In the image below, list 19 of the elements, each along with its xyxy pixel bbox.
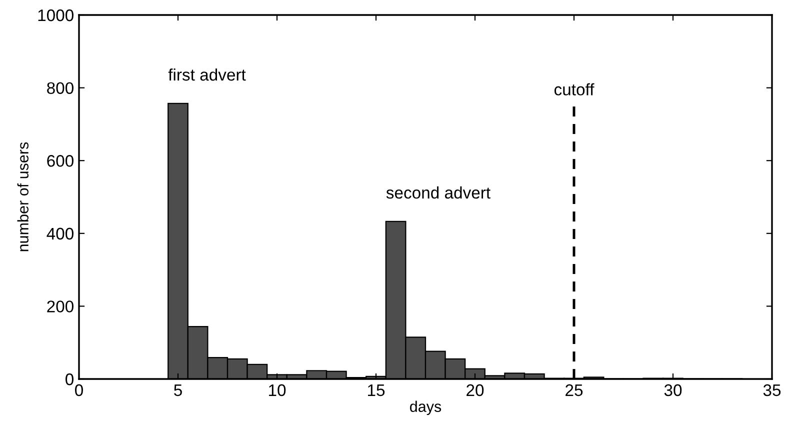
x-tick-label: 20 — [466, 384, 484, 396]
x-tick-label: 15 — [368, 384, 385, 396]
ref-line-label: cutoff — [554, 83, 594, 96]
x-tick-label: 0 — [75, 384, 83, 396]
x-tick-label: 35 — [763, 384, 781, 396]
y-tick-label: 800 — [47, 82, 74, 94]
x-tick-label: 10 — [269, 384, 286, 396]
y-tick-label: 0 — [66, 373, 74, 386]
x-axis-title: days — [410, 400, 442, 416]
x-tick-label: 5 — [174, 384, 182, 396]
x-tick-label: 25 — [566, 384, 583, 396]
annotation: second advert — [386, 186, 490, 199]
y-axis-title: number of users — [17, 142, 28, 252]
y-tick-label: 600 — [47, 155, 74, 167]
y-tick-label: 200 — [47, 300, 74, 312]
y-tick-label: 1000 — [38, 9, 74, 22]
annotation: first advert — [168, 68, 246, 81]
x-tick-label: 30 — [664, 384, 682, 396]
y-tick-label: 400 — [46, 228, 74, 240]
